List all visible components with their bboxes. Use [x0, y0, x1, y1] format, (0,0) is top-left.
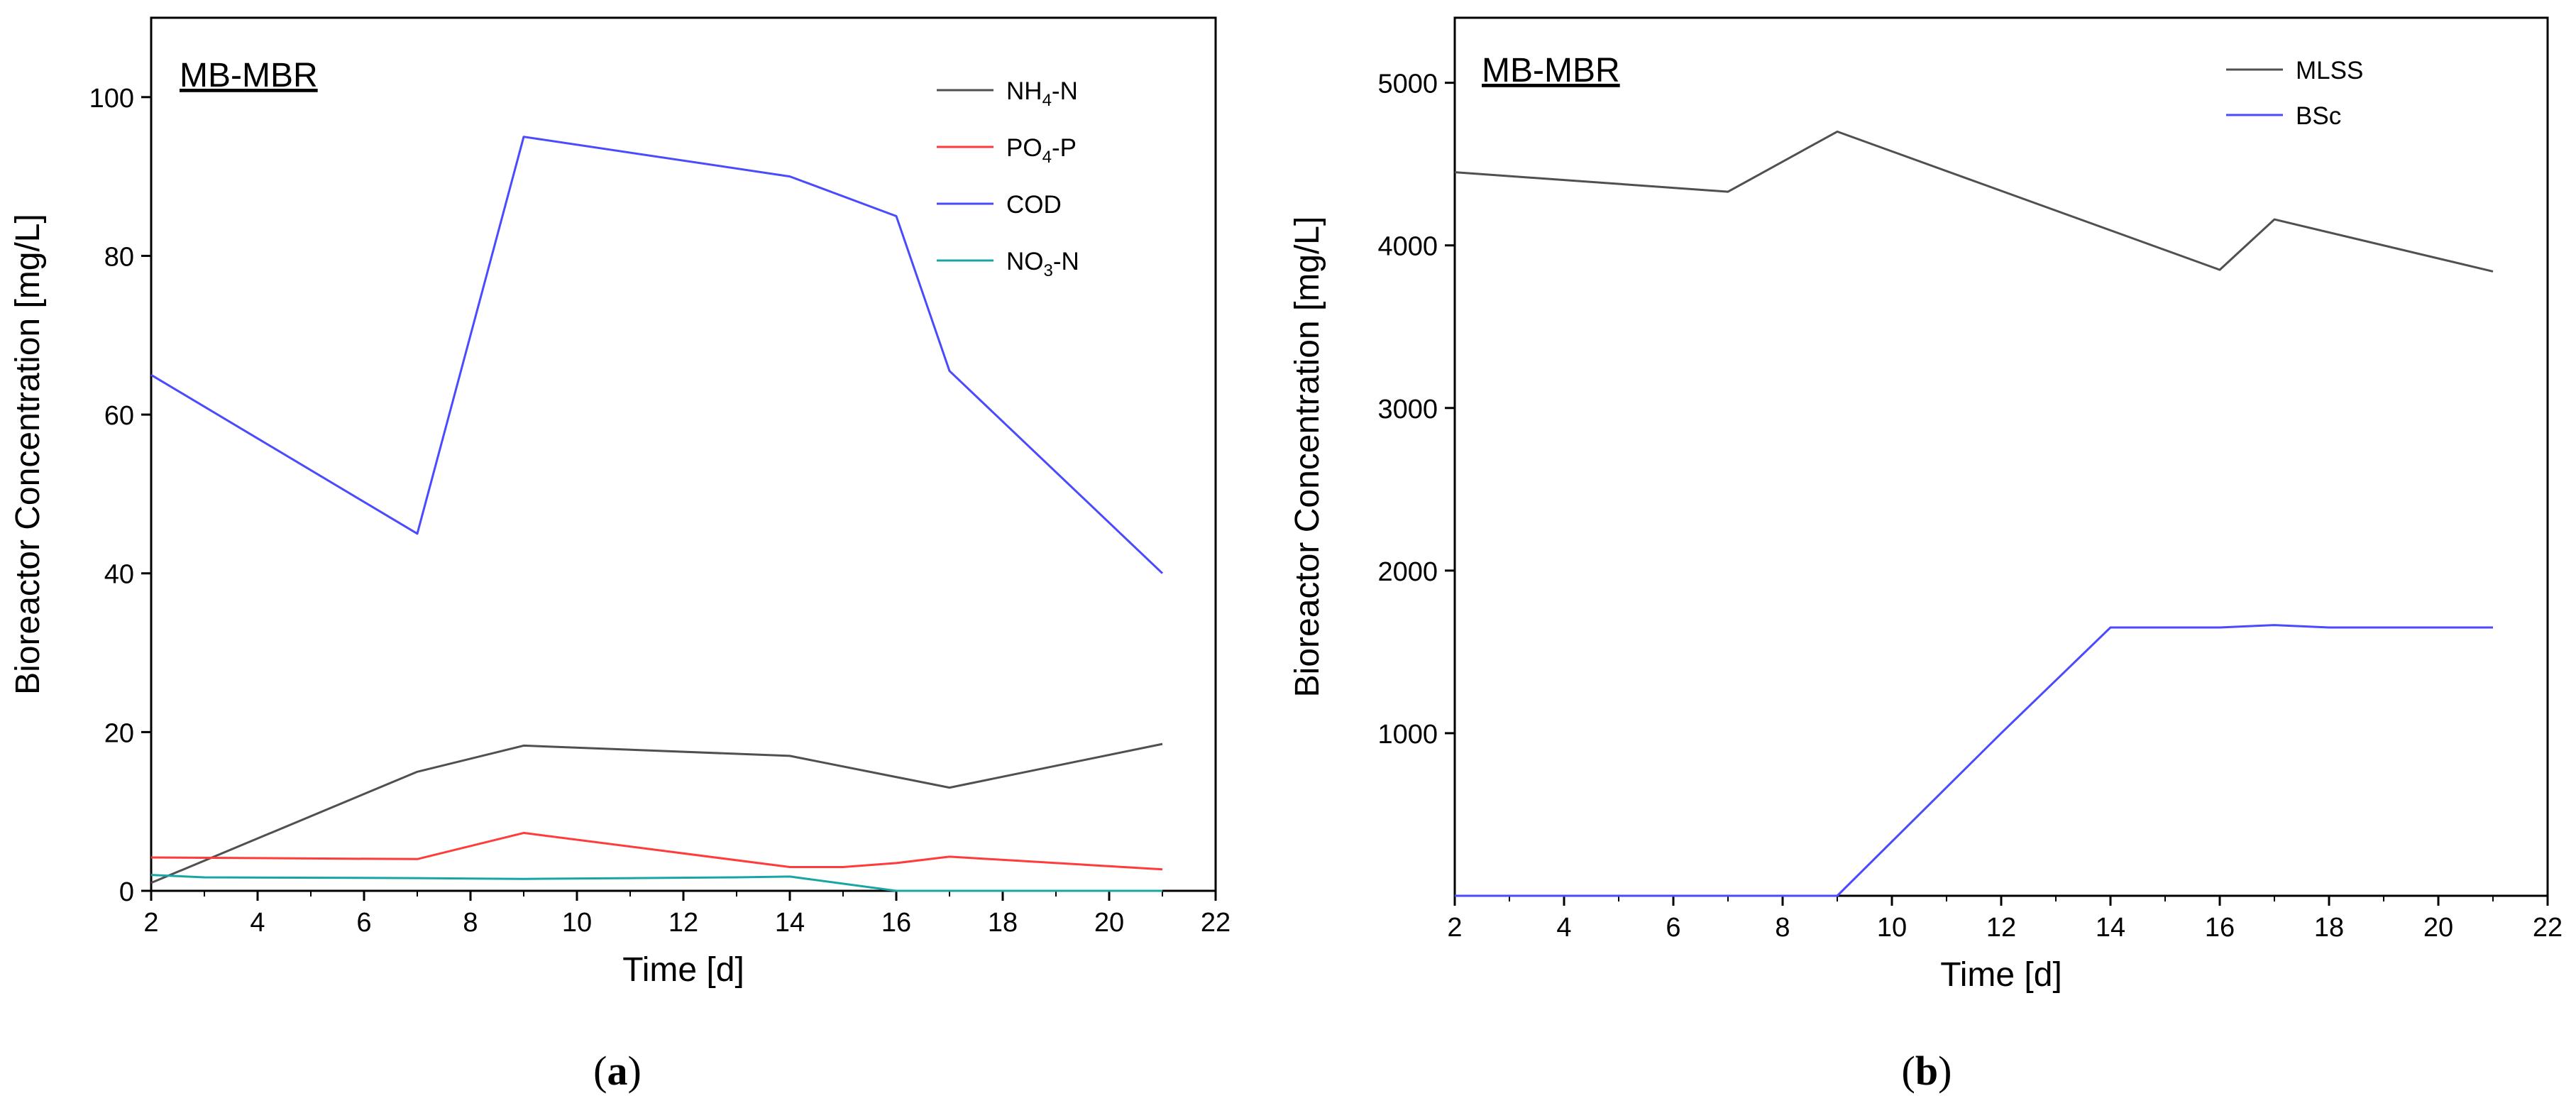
- y-tick-label: 4000: [1377, 232, 1438, 262]
- legend-label-main: NH: [1006, 77, 1042, 105]
- y-tick-label: 80: [104, 242, 134, 272]
- y-axis-label: Bioreactor Concentration [mg/L]: [9, 214, 47, 695]
- x-tick-label: 6: [1666, 913, 1680, 943]
- legend-label-tail: -N: [1053, 248, 1079, 275]
- x-tick-label: 8: [1775, 913, 1790, 943]
- series-line-bsc: [1455, 624, 2493, 897]
- x-axis-label: Time [d]: [1940, 956, 2062, 994]
- legend-label-sub: 4: [1042, 91, 1052, 110]
- panel-label: (b): [1902, 1048, 1952, 1094]
- x-tick-label: 20: [1094, 908, 1124, 938]
- series-line-nh4-n: [150, 742, 1163, 884]
- legend-label-mlss: MLSS: [2296, 57, 2363, 84]
- panel-label: (a): [593, 1048, 642, 1094]
- legend-label-main: COD: [1006, 191, 1062, 219]
- legend-label-main: PO: [1006, 134, 1042, 162]
- chart-panel-b: 2 4 6 8 10 12 14 16 18 20 22 1000 2000 3000 4000 5000 Ti…: [1289, 16, 2563, 1094]
- legend-label-bsc: BSc: [2296, 102, 2341, 130]
- x-tick-label: 10: [562, 908, 592, 938]
- y-tick-label: 2000: [1377, 557, 1438, 587]
- x-tick-label: 18: [2314, 913, 2344, 943]
- legend-label-nh4-n: NH4-N: [1006, 77, 1078, 110]
- series-line-mlss: [1454, 130, 2494, 273]
- x-tick-label: 22: [2533, 913, 2563, 943]
- x-tick-label: 2: [1447, 913, 1462, 943]
- series-line-po4-p: [150, 831, 1163, 871]
- y-tick-label: 1000: [1377, 720, 1438, 750]
- legend-label-tail: -N: [1052, 77, 1078, 105]
- x-tick-label: 16: [2205, 913, 2235, 943]
- legend-label-main: MLSS: [2296, 57, 2363, 84]
- x-tick-label: 10: [1877, 913, 1907, 943]
- x-tick-label: 4: [250, 908, 265, 938]
- panel-label-letter: a: [607, 1048, 628, 1094]
- legend-label-main: NO: [1006, 248, 1044, 275]
- y-tick-label: 60: [104, 401, 134, 431]
- legend-label-po4-p: PO4-P: [1006, 134, 1077, 167]
- x-tick-label: 12: [668, 908, 698, 938]
- x-tick-label: 20: [2423, 913, 2453, 943]
- y-tick-label: 3000: [1377, 395, 1438, 424]
- x-tick-label: 14: [2096, 913, 2125, 943]
- panel-label-letter: b: [1915, 1048, 1938, 1094]
- chart-panel-a: 2 4 6 8 10 12 14 16 18 20 22 0 20 40 60 80 100 Time [d] Bi…: [9, 16, 1231, 1094]
- y-tick-label: 0: [119, 877, 134, 907]
- series-line-no3-n: [150, 874, 1162, 892]
- x-tick-label: 12: [1986, 913, 2016, 943]
- y-axis-label: Bioreactor Concentration [mg/L]: [1289, 216, 1326, 698]
- x-tick-label: 8: [463, 908, 478, 938]
- legend-label-main: BSc: [2296, 102, 2341, 130]
- panel-label-open: (: [593, 1048, 607, 1094]
- panel-label-close: ): [628, 1048, 642, 1094]
- legend-label-cod: COD: [1006, 191, 1062, 219]
- y-tick-label: 5000: [1377, 70, 1438, 99]
- inset-title: MB-MBR: [180, 57, 318, 94]
- inset-title: MB-MBR: [1482, 52, 1620, 89]
- y-tick-label: 40: [104, 560, 134, 590]
- y-tick-label: 20: [104, 718, 134, 748]
- legend-label-tail: -P: [1052, 134, 1077, 162]
- x-tick-label: 6: [356, 908, 371, 938]
- plot-frame: [1453, 16, 2549, 897]
- legend-label-sub: 4: [1042, 148, 1052, 167]
- panel-label-open: (: [1902, 1048, 1915, 1094]
- x-tick-label: 2: [143, 908, 158, 938]
- x-tick-label: 18: [988, 908, 1018, 938]
- panel-label-close: ): [1938, 1048, 1952, 1094]
- legend-label-no3-n: NO3-N: [1006, 248, 1079, 280]
- x-tick-label: 22: [1201, 908, 1231, 938]
- y-tick-label: 100: [89, 84, 134, 114]
- legend-label-sub: 3: [1044, 261, 1053, 280]
- series-line-cod: [150, 136, 1164, 574]
- x-tick-label: 14: [775, 908, 805, 938]
- x-axis-label: Time [d]: [622, 951, 744, 989]
- x-tick-label: 16: [881, 908, 911, 938]
- x-tick-label: 4: [1556, 913, 1571, 943]
